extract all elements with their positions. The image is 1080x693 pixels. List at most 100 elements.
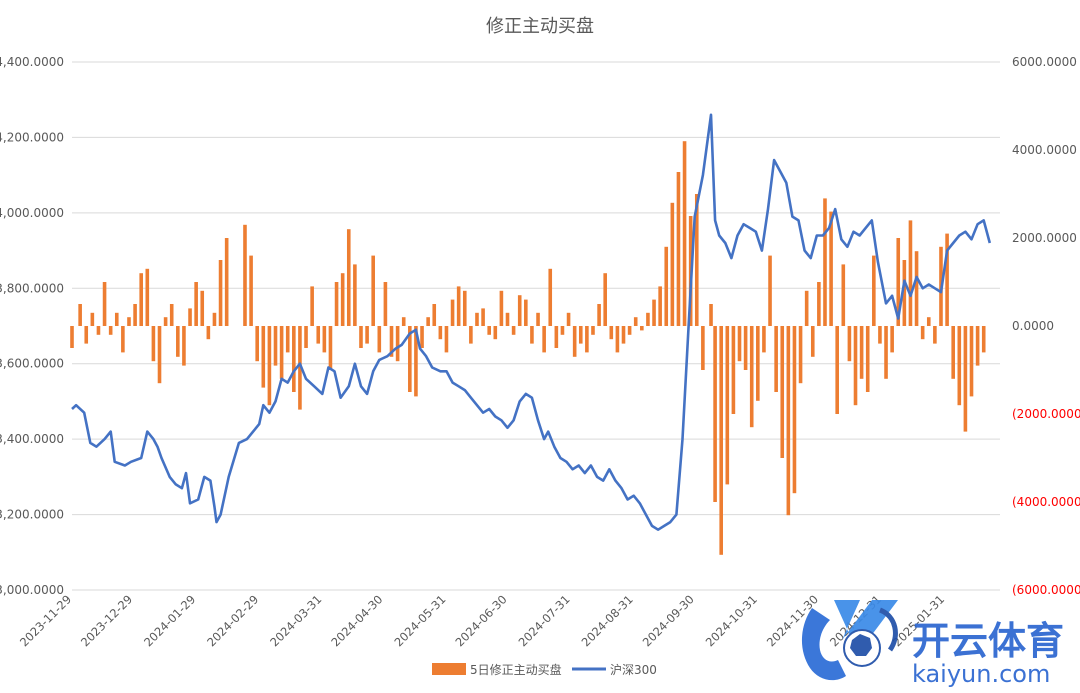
bar [743,326,748,370]
bar [798,326,803,384]
bar [792,326,797,494]
bar [298,326,302,410]
bar [444,326,449,353]
bar [823,198,827,326]
bar [383,282,388,326]
bar [475,312,479,326]
bar [780,326,785,458]
bar [292,326,296,392]
x-tick-label: 2024-02-29 [204,592,261,649]
bar [273,326,278,366]
x-tick-label: 2024-05-31 [391,592,448,649]
bar [84,326,89,344]
bar [194,282,198,326]
bar [933,326,937,344]
bar [114,312,119,326]
bar [890,326,894,353]
bar [548,268,553,326]
right-tick-label: (6000.0000) [1012,583,1080,597]
watermark-brand-en: kaiyun.com [912,660,1050,688]
bar [603,273,607,326]
bar [450,299,455,326]
bar [640,326,644,331]
right-tick-label: (4000.0000) [1012,495,1080,509]
bar [847,326,852,362]
bar [670,202,675,326]
bar [914,251,919,326]
x-tick-label: 2023-11-29 [17,592,74,649]
bar [621,326,626,344]
bar [737,326,742,362]
right-tick-label: 2000.0000 [1012,231,1077,245]
bar [627,326,632,335]
bar [249,255,253,326]
bar [517,295,522,326]
bar [316,326,321,344]
bar [151,326,156,362]
bar [719,326,723,555]
bar [182,326,186,366]
bar [664,246,669,326]
watermark-brand-cn: 开云体育 [912,619,1064,663]
legend: 5日修正主动买盘 沪深300 [432,662,657,677]
bar [597,304,601,326]
line-series [71,113,992,532]
bar [945,233,949,326]
bar [70,326,74,348]
bar [200,290,205,326]
bar [359,326,363,348]
legend-bar-label: 5日修正主动买盘 [470,662,562,677]
bar [566,312,571,326]
bar [810,326,815,357]
bar [206,326,211,340]
bar [255,326,259,362]
bar [731,326,736,414]
left-tick-label: 3,600.0000 [0,357,64,371]
bar [658,286,662,326]
bar [334,282,339,326]
x-tick-label: 2023-12-29 [78,592,135,649]
bar [981,326,986,353]
bar [389,326,394,357]
bar [487,326,491,335]
bar [157,326,162,384]
bar [591,326,595,335]
bar [243,224,247,326]
left-tick-label: 3,200.0000 [0,508,64,522]
bar [585,326,589,353]
bar [969,326,974,397]
bar [756,326,760,401]
right-tick-label: 6000.0000 [1012,55,1077,69]
bar [633,317,638,326]
bar [426,317,430,326]
bar [872,255,876,326]
bar [560,326,565,335]
bar [78,304,82,326]
bar [829,211,833,326]
left-axis-ticks: 3,000.0000 3,200.0000 3,400.0000 3,600.0000… [0,55,64,597]
bar [493,326,498,340]
bar [267,326,272,406]
legend-bar-swatch [432,663,466,675]
bar [176,326,180,357]
bar [908,220,913,326]
bar [774,326,778,392]
bar [524,299,528,326]
bar [926,317,931,326]
bar [652,299,656,326]
bar [694,194,699,326]
bar [127,317,131,326]
bar [420,326,424,348]
bar [340,273,345,326]
bar [432,304,437,326]
watermark-logo: 开云体育 kaiyun.com [801,600,1064,688]
bar [346,229,351,326]
left-tick-label: 3,000.0000 [0,583,64,597]
bar [261,326,266,388]
bar [279,326,284,379]
x-tick-label: 2024-08-31 [579,592,636,649]
right-axis-ticks: (6000.0000) (4000.0000) (2000.0000) 0.0000 2… [1012,55,1080,597]
bar [371,255,375,326]
bar [133,304,137,326]
bar [682,141,687,326]
